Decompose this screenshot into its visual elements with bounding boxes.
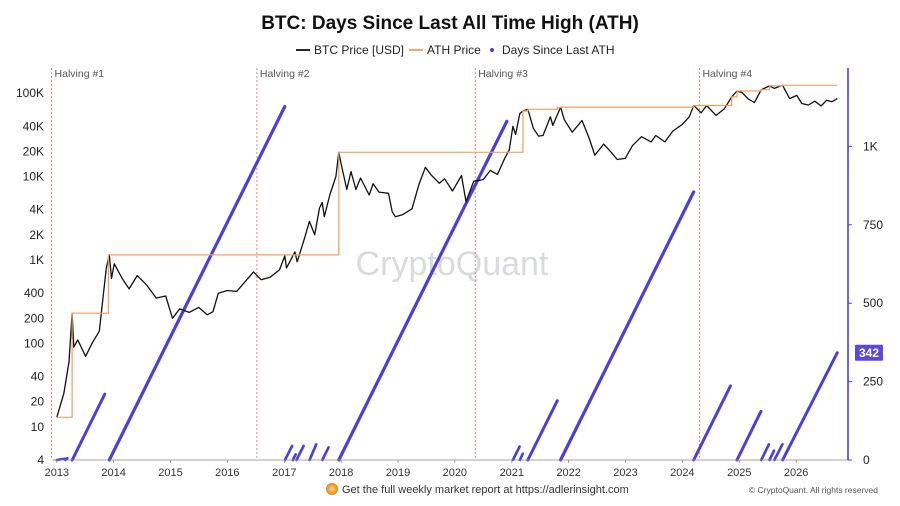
chart-title: BTC: Days Since Last All Time High (ATH): [261, 13, 639, 34]
x-tick-label: 2023: [613, 467, 637, 479]
days-segment-9: [321, 446, 330, 462]
x-tick-label: 2017: [272, 467, 296, 479]
days-segment-11: [511, 445, 521, 462]
x-tick-label: 2021: [500, 467, 524, 479]
y-left-tick-label: 4: [37, 453, 44, 467]
y-left-tick-label: 20K: [23, 144, 44, 158]
x-tick-label: 2015: [158, 467, 182, 479]
days-segment-12: [518, 452, 525, 462]
halving-label-4: Halving #4: [702, 68, 752, 80]
price-series: [56, 84, 838, 418]
y-left-tick-label: 40K: [23, 119, 44, 133]
y-right-tick-label: 250: [863, 375, 883, 389]
y-left-tick-label: 400: [24, 286, 44, 300]
y-left-tick-label: 40: [31, 370, 45, 384]
current-value-badge: 342: [855, 344, 883, 361]
days-segment-7: [295, 444, 305, 462]
x-tick-label: 2025: [727, 467, 751, 479]
current-value-badge-box: [855, 344, 883, 361]
days-segment-4: [107, 104, 287, 462]
days-series: [55, 104, 839, 462]
legend-label-ath: ATH Price: [427, 43, 481, 57]
ath-line: [56, 84, 838, 418]
y-left-tick-label: 4K: [29, 203, 44, 217]
y-left-tick-label: 20: [31, 395, 45, 409]
x-tick-label: 2019: [386, 467, 410, 479]
days-segment-3: [70, 392, 107, 462]
days-segment-8: [308, 443, 318, 462]
y-right-tick-label: 1K: [863, 139, 878, 153]
watermark: CryptoQuant: [356, 245, 549, 283]
axes: 4 10 20 40 100 200 400 1K 2K 4K 10K 20K 40K 100K 0 250 5…: [16, 68, 883, 479]
ath-series: [56, 84, 838, 418]
x-tick-label: 2016: [215, 467, 239, 479]
x-tick-label: 2018: [329, 467, 353, 479]
legend-label-days: Days Since Last ATH: [502, 43, 615, 57]
x-tick-label: 2014: [101, 467, 125, 479]
days-segment-19: [773, 443, 784, 462]
footer-promo-link[interactable]: Get the full weekly market report at htt…: [342, 484, 629, 496]
days-segment-16: [735, 409, 763, 462]
days-segment-5: [283, 444, 294, 462]
y-left-tick-label: 100: [24, 336, 44, 350]
y-left-tick-label: 10K: [23, 170, 44, 184]
days-segment-6: [291, 453, 297, 462]
halving-label-3: Halving #3: [478, 68, 528, 80]
y-left-tick-label: 2K: [29, 228, 44, 242]
footer: Get the full weekly market report at htt…: [326, 483, 878, 496]
days-segment-13: [526, 399, 559, 462]
y-right-tick-label: 0: [863, 453, 870, 467]
days-segment-15: [692, 384, 732, 462]
y-left-tick-label: 10: [31, 420, 45, 434]
days-segment-20: [781, 351, 839, 462]
y-left-tick-label: 1K: [29, 253, 44, 267]
legend-label-price: BTC Price [USD]: [314, 43, 404, 57]
x-tick-label: 2020: [443, 467, 467, 479]
y-left-tick-label: 100K: [16, 86, 44, 100]
x-tick-label: 2013: [45, 467, 69, 479]
days-segment-18: [768, 449, 776, 462]
y-right-tick-label: 500: [863, 296, 883, 310]
x-tick-label: 2026: [784, 467, 808, 479]
halving-lines: Halving #1 Halving #2 Halving #3 Halving #4: [51, 68, 752, 460]
days-segment-17: [759, 443, 771, 462]
days-segment-10: [337, 119, 509, 462]
legend: BTC Price [USD] ATH Price Days Since Las…: [296, 43, 615, 57]
y-left-tick-label: 200: [24, 311, 44, 325]
legend-swatch-days: [490, 48, 494, 52]
x-tick-label: 2022: [556, 467, 580, 479]
price-line: [56, 84, 838, 418]
coin-icon: [326, 483, 338, 495]
halving-label-1: Halving #1: [55, 68, 105, 80]
halving-label-2: Halving #2: [260, 68, 310, 80]
footer-copyright: © CryptoQuant. All rights reserved: [749, 485, 878, 495]
y-right-tick-label: 750: [863, 218, 883, 232]
x-tick-label: 2024: [670, 467, 694, 479]
current-value-badge-text: 342: [859, 346, 879, 360]
days-segment-14: [558, 190, 696, 462]
